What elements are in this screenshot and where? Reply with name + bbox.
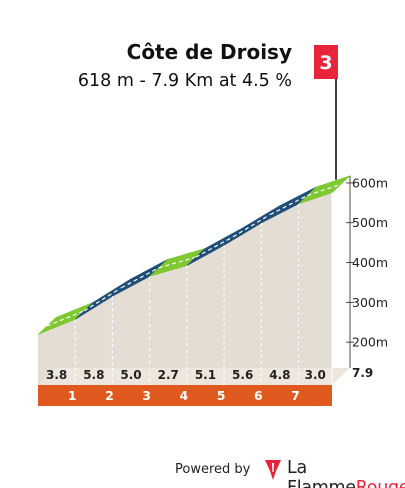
profile-base-band	[38, 385, 332, 406]
km-marker-label: 4	[180, 388, 189, 403]
km-marker-label: 6	[254, 388, 263, 403]
road-centerline	[195, 236, 234, 258]
category-flag-label: 3	[319, 52, 332, 74]
km-marker-label: 5	[217, 388, 226, 403]
road-centerline	[121, 267, 159, 289]
profile-base-top	[38, 368, 350, 385]
y-tick-label: 300m	[352, 295, 388, 310]
y-tick-label: 200m	[352, 335, 388, 350]
footer: Powered by La FlammeRouge	[175, 456, 405, 488]
profile-wall	[38, 192, 332, 385]
y-tick-label: 400m	[352, 255, 388, 270]
segment-gradient-label: 2.7	[158, 368, 179, 382]
road-centerline	[83, 287, 122, 312]
segment-gradient-label: 3.8	[46, 368, 67, 382]
km-marker-label: 3	[142, 388, 151, 403]
la-flamme-rouge-logo-icon	[265, 460, 281, 480]
segment-gradient-label: 3.0	[305, 368, 326, 382]
brand-rouge: Rouge	[355, 478, 405, 488]
brand-la: La	[287, 458, 307, 478]
climb-title: Côte de Droisy	[126, 40, 292, 64]
brand-flamme: Flamme	[287, 478, 356, 488]
climb-stats: 618 m - 7.9 Km at 4.5 %	[77, 71, 292, 91]
powered-by-label: Powered by	[175, 462, 251, 477]
y-tick-label: 600m	[352, 175, 388, 190]
road-centerline	[307, 183, 342, 196]
segment-gradient-label: 5.1	[195, 368, 216, 382]
road-centerline	[232, 213, 271, 238]
category-flag	[314, 45, 338, 79]
km-marker-label: 2	[105, 388, 114, 403]
segment-gradient-label: 5.0	[120, 368, 141, 382]
km-marker-label: 1	[68, 388, 77, 403]
segment-gradient-label: 5.6	[232, 368, 253, 382]
brand-name: La FlammeRouge	[287, 458, 405, 488]
segment-gradient-label: 5.8	[83, 368, 104, 382]
y-tick-label: 500m	[352, 215, 388, 230]
segment-gradient-label: 4.8	[269, 368, 290, 382]
end-distance-label: 7.9	[352, 366, 373, 380]
km-marker-label: 7	[291, 388, 300, 403]
